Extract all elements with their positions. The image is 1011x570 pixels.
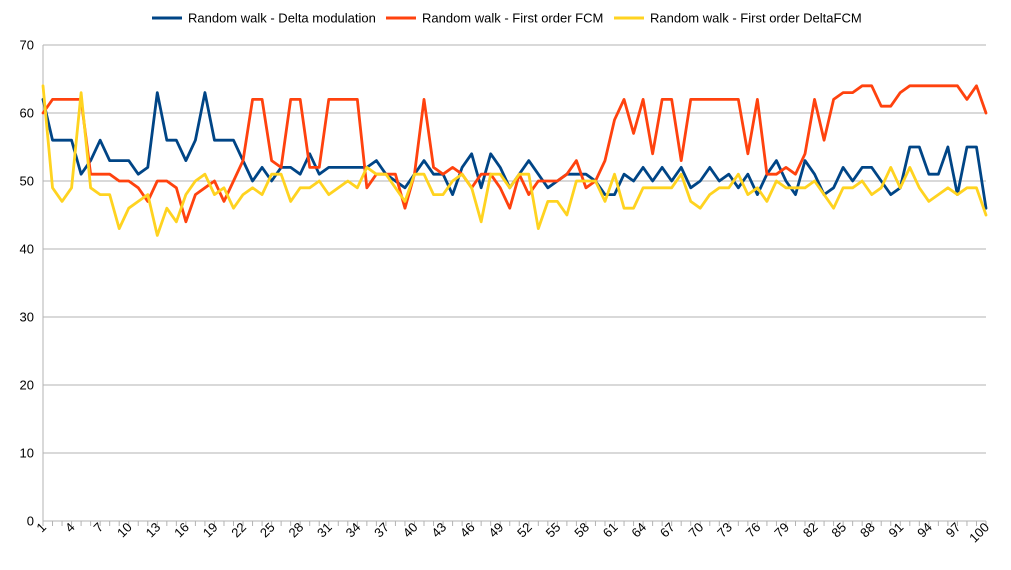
x-tick-label: 52	[514, 520, 535, 541]
x-tick-label: 43	[428, 520, 449, 541]
x-tick-label: 64	[628, 520, 649, 541]
x-tick-label: 91	[886, 520, 907, 541]
x-tick-label: 19	[200, 520, 221, 541]
x-tick-label: 37	[371, 520, 392, 541]
legend-label-3: Random walk - First order DeltaFCM	[650, 11, 862, 26]
x-tick-label: 7	[91, 520, 107, 536]
legend-label-1: Random walk - Delta modulation	[188, 11, 376, 26]
x-tick-label: 97	[943, 520, 964, 541]
y-tick-label: 20	[20, 378, 34, 393]
x-tick-label: 25	[257, 520, 278, 541]
x-tick-label: 31	[314, 520, 335, 541]
x-tick-label: 1	[33, 520, 49, 536]
x-tick-label: 55	[543, 520, 564, 541]
y-tick-label: 10	[20, 446, 34, 461]
series-line-2	[41, 84, 988, 224]
x-axis-tick-labels: 1 4 7 10 13 16 19 22 25 28 31 34 37 40 43 46 49 52 55 58 61 6…	[33, 520, 992, 546]
x-tick-label: 28	[285, 520, 306, 541]
chart-legend: Random walk - Delta modulation Random wal…	[152, 11, 862, 26]
x-tick-label: 4	[62, 520, 78, 536]
series-lines	[41, 84, 988, 237]
x-tick-label: 10	[114, 520, 135, 541]
y-tick-label: 60	[20, 106, 34, 121]
x-tick-label: 82	[800, 520, 821, 541]
x-tick-label: 94	[914, 520, 935, 541]
y-tick-label: 0	[27, 514, 34, 529]
x-tick-label: 58	[571, 520, 592, 541]
x-tick-label: 85	[828, 520, 849, 541]
x-tick-label: 46	[457, 520, 478, 541]
x-tick-label: 34	[343, 520, 364, 541]
x-tick-label: 49	[485, 520, 506, 541]
horizontal-gridlines	[43, 44, 986, 454]
chart-axes	[42, 45, 987, 526]
y-axis-tick-labels: 0 10 20 30 40 50 60 70	[20, 38, 34, 529]
x-tick-label: 67	[657, 520, 678, 541]
x-tick-label: 88	[857, 520, 878, 541]
y-tick-label: 70	[20, 38, 34, 53]
x-tick-label: 40	[400, 520, 421, 541]
x-tick-label: 73	[714, 520, 735, 541]
series-line-3	[41, 84, 988, 237]
legend-label-2: Random walk - First order FCM	[422, 11, 603, 26]
x-tick-label: 16	[171, 520, 192, 541]
x-tick-label: 22	[228, 520, 249, 541]
x-tick-label: 70	[686, 520, 707, 541]
x-tick-label: 76	[743, 520, 764, 541]
x-tick-label: 13	[143, 520, 164, 541]
x-tick-label: 79	[771, 520, 792, 541]
x-tick-label: 61	[600, 520, 621, 541]
y-tick-label: 30	[20, 310, 34, 325]
y-tick-label: 50	[20, 174, 34, 189]
y-tick-label: 40	[20, 242, 34, 257]
x-tick-label: 100	[966, 520, 992, 546]
